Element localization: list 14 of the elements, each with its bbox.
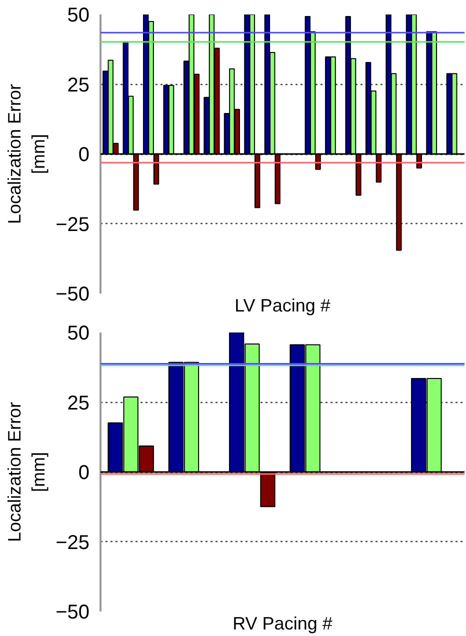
y-axis-title: Localization Error [mm] bbox=[4, 402, 49, 542]
y-axis-title: Localization Error [mm] bbox=[4, 84, 49, 224]
y-tick-label: 0 bbox=[78, 144, 90, 166]
y-tick-label: −50 bbox=[56, 602, 90, 624]
y-tick-label: 0 bbox=[78, 462, 90, 484]
x-axis-title: RV Pacing # bbox=[232, 614, 332, 634]
y-tick-label: −25 bbox=[56, 214, 90, 236]
y-tick-label: −50 bbox=[56, 284, 90, 306]
y-tick-label: −25 bbox=[56, 532, 90, 554]
x-axis-title: LV Pacing # bbox=[234, 296, 330, 316]
y-tick-label: 50 bbox=[67, 322, 90, 344]
y-tick-label: 25 bbox=[67, 74, 90, 96]
y-tick-label: 50 bbox=[67, 4, 90, 26]
y-tick-label: 25 bbox=[67, 392, 90, 414]
